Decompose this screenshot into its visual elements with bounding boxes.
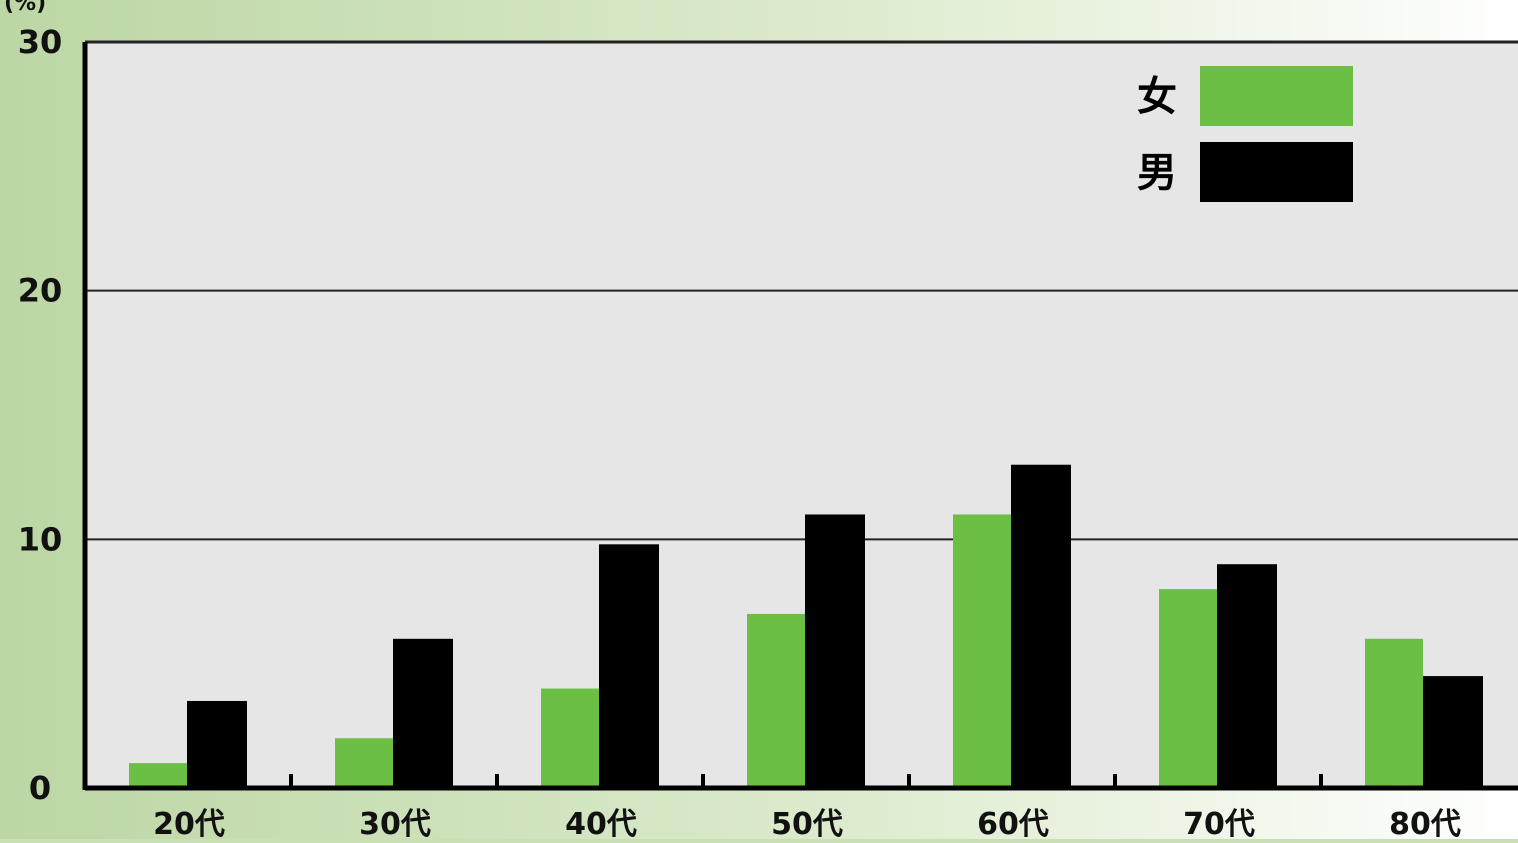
bar-female-3 (747, 613, 805, 788)
legend-swatch-1 (1200, 142, 1353, 202)
bar-male-4 (1011, 464, 1071, 788)
x-tick-label-3: 50代 (771, 807, 843, 839)
bars (129, 464, 1483, 788)
bar-female-5 (1159, 589, 1217, 788)
x-tick-label-4: 60代 (977, 807, 1049, 839)
legend-swatch-0 (1200, 66, 1353, 126)
bar-female-2 (541, 688, 599, 788)
axes (82, 42, 1518, 791)
bar-male-0 (187, 700, 247, 788)
gridlines (85, 40, 1518, 541)
bar-male-5 (1217, 564, 1277, 788)
x-tick-label-1: 30代 (359, 807, 431, 839)
y-tick-label-30: 30 (18, 23, 63, 61)
x-tick-label-6: 80代 (1389, 807, 1461, 839)
bar-female-0 (129, 763, 187, 788)
x-tick-label-5: 70代 (1183, 807, 1255, 839)
y-unit-label: (%) (4, 0, 46, 16)
y-tick-label-0: 0 (29, 769, 51, 807)
bar-male-6 (1423, 676, 1483, 788)
y-tick-labels: 0 10 20 30 (18, 23, 63, 807)
bar-male-2 (599, 544, 659, 788)
bar-male-3 (805, 514, 865, 788)
bar-female-6 (1365, 638, 1423, 788)
legend: 女男 (1137, 66, 1353, 202)
legend-label-0: 女 (1137, 74, 1177, 120)
bar-male-1 (393, 638, 453, 788)
y-tick-label-20: 20 (18, 272, 63, 310)
y-tick-label-10: 10 (18, 520, 63, 558)
x-tick-label-0: 20代 (153, 807, 225, 839)
x-tick-label-2: 40代 (565, 807, 637, 839)
bar-female-1 (335, 738, 393, 788)
bar-female-4 (953, 514, 1011, 788)
x-tick-labels: 20代 30代 40代 50代 60代 70代 80代 (153, 807, 1461, 842)
legend-label-1: 男 (1137, 150, 1177, 196)
